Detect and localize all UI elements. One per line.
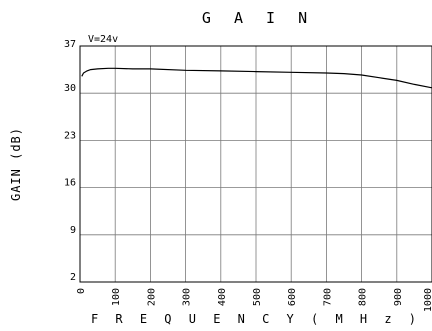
x-tick-label: 300 [182,288,193,306]
y-tick-label: 9 [70,225,76,236]
gain-curve [81,67,432,89]
x-axis-title: F R E Q U E N C Y ( M H z ) [91,312,421,326]
y-tick-label: 16 [64,178,76,189]
plot-frame [79,45,432,283]
x-tick-label: 400 [217,288,228,306]
x-tick-label: 700 [322,288,333,306]
x-tick-labels: 0 100 200 300 400 500 600 700 800 900 1000 [76,288,432,312]
y-tick-labels: 2 9 16 23 30 37 [64,39,76,283]
chart-title: G A I N [202,9,314,27]
x-tick-label: 100 [111,288,122,306]
y-axis-title: GAIN (dB) [9,127,23,201]
x-tick-label: 200 [146,288,157,306]
x-tick-label: 600 [287,288,298,306]
x-tick-label: 0 [76,288,87,294]
y-tick-label: 37 [64,39,76,50]
y-tick-label: 30 [64,83,76,94]
x-tick-label: 800 [358,288,369,306]
voltage-annotation: V=24v [88,34,118,45]
y-tick-label: 2 [70,272,76,283]
y-tick-label: 23 [64,130,76,141]
x-tick-label: 500 [252,288,263,306]
x-tick-label: 900 [393,288,404,306]
x-tick-label: 1000 [423,288,432,312]
grid [80,46,432,282]
